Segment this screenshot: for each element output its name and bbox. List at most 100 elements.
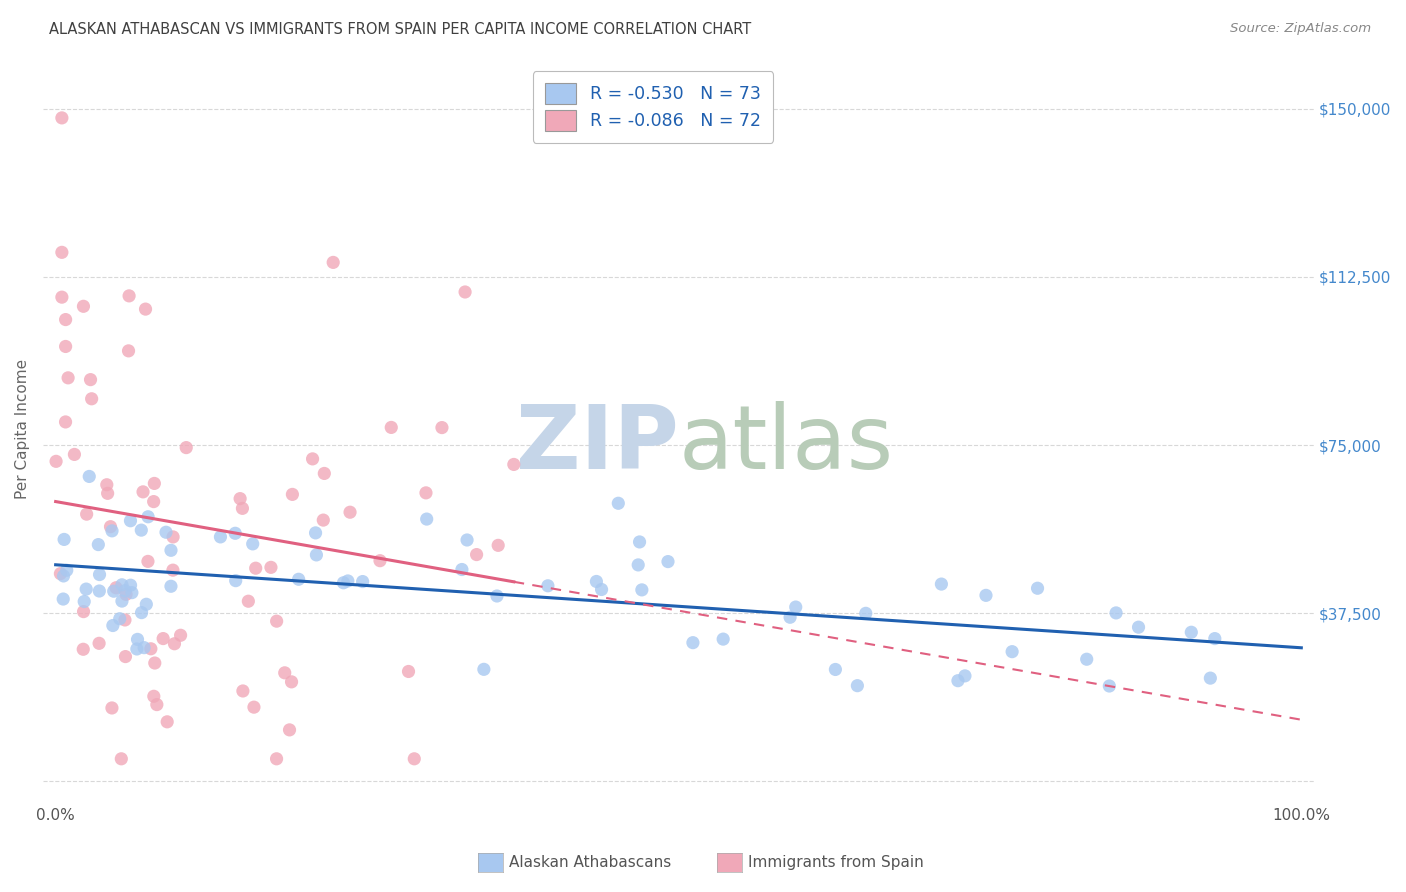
Point xyxy=(278,723,301,737)
Point xyxy=(243,700,266,714)
Point xyxy=(72,642,94,657)
Point xyxy=(51,290,73,304)
Point xyxy=(931,577,953,591)
Point xyxy=(824,663,846,677)
Point xyxy=(139,641,162,656)
Point xyxy=(135,597,157,611)
Point xyxy=(380,420,402,434)
Point xyxy=(114,583,136,598)
Point xyxy=(657,555,679,569)
Point xyxy=(101,701,124,715)
Point xyxy=(77,469,100,483)
Point xyxy=(105,581,128,595)
Text: ALASKAN ATHABASCAN VS IMMIGRANTS FROM SPAIN PER CAPITA INCOME CORRELATION CHART: ALASKAN ATHABASCAN VS IMMIGRANTS FROM SP… xyxy=(49,22,751,37)
Point xyxy=(322,255,344,269)
Point xyxy=(682,635,704,649)
Point xyxy=(169,628,191,642)
Point xyxy=(55,563,77,577)
Point xyxy=(127,632,149,647)
Point xyxy=(134,640,156,655)
Point xyxy=(55,312,77,326)
Point xyxy=(73,594,96,608)
Point xyxy=(114,649,136,664)
Point xyxy=(143,656,166,670)
Point xyxy=(55,339,77,353)
Point xyxy=(454,285,477,299)
Point xyxy=(304,525,326,540)
Point xyxy=(785,600,807,615)
Point xyxy=(1204,632,1226,646)
Point xyxy=(332,575,354,590)
Point xyxy=(779,610,801,624)
Point xyxy=(1098,679,1121,693)
Point xyxy=(97,486,120,500)
Point xyxy=(101,618,124,632)
Point xyxy=(352,574,374,589)
Point xyxy=(163,637,186,651)
Text: atlas: atlas xyxy=(679,401,894,488)
Point xyxy=(486,538,509,552)
Point xyxy=(287,572,309,586)
Point xyxy=(52,592,75,607)
Point xyxy=(225,574,247,588)
Point xyxy=(146,698,169,712)
Point xyxy=(472,662,495,676)
Point xyxy=(110,752,132,766)
Point xyxy=(314,467,336,481)
Point xyxy=(53,533,76,547)
Y-axis label: Per Capita Income: Per Capita Income xyxy=(15,359,30,500)
Point xyxy=(100,519,122,533)
Point xyxy=(607,496,630,510)
Point xyxy=(231,501,253,516)
Point xyxy=(117,343,139,358)
Point xyxy=(1001,645,1024,659)
Point xyxy=(628,535,651,549)
Point xyxy=(101,524,124,538)
Point xyxy=(96,477,118,491)
Point xyxy=(274,665,297,680)
Point xyxy=(368,554,391,568)
Point xyxy=(281,487,304,501)
Text: Immigrants from Spain: Immigrants from Spain xyxy=(748,855,924,870)
Point xyxy=(121,585,143,599)
Point xyxy=(160,543,183,558)
Point xyxy=(305,548,328,562)
Point xyxy=(142,494,165,508)
Point xyxy=(415,512,437,526)
Point xyxy=(404,752,426,766)
Point xyxy=(76,507,98,521)
Point xyxy=(846,679,869,693)
Point xyxy=(242,537,264,551)
Point xyxy=(238,594,260,608)
Point xyxy=(136,554,159,568)
Point xyxy=(174,441,197,455)
Point xyxy=(398,665,420,679)
Point xyxy=(51,245,73,260)
Point xyxy=(132,484,155,499)
Point xyxy=(118,289,141,303)
Point xyxy=(51,111,73,125)
Point xyxy=(1128,620,1150,634)
Point xyxy=(52,569,75,583)
Point xyxy=(156,714,179,729)
Point xyxy=(49,566,72,581)
Text: ZIP: ZIP xyxy=(516,401,679,488)
Point xyxy=(591,582,613,597)
Point xyxy=(1076,652,1098,666)
Point xyxy=(72,605,94,619)
Point xyxy=(45,454,67,468)
Point xyxy=(1105,606,1128,620)
Point xyxy=(129,523,152,537)
Point xyxy=(339,505,361,519)
Point xyxy=(266,752,288,766)
Point xyxy=(136,509,159,524)
Point xyxy=(152,632,174,646)
Point xyxy=(135,302,157,317)
Point xyxy=(711,632,734,646)
Point xyxy=(131,606,153,620)
Legend: R = -0.530   N = 73, R = -0.086   N = 72: R = -0.530 N = 73, R = -0.086 N = 72 xyxy=(533,71,773,143)
Point xyxy=(465,548,488,562)
Point xyxy=(162,563,184,577)
Point xyxy=(111,578,134,592)
Text: Alaskan Athabascans: Alaskan Athabascans xyxy=(509,855,671,870)
